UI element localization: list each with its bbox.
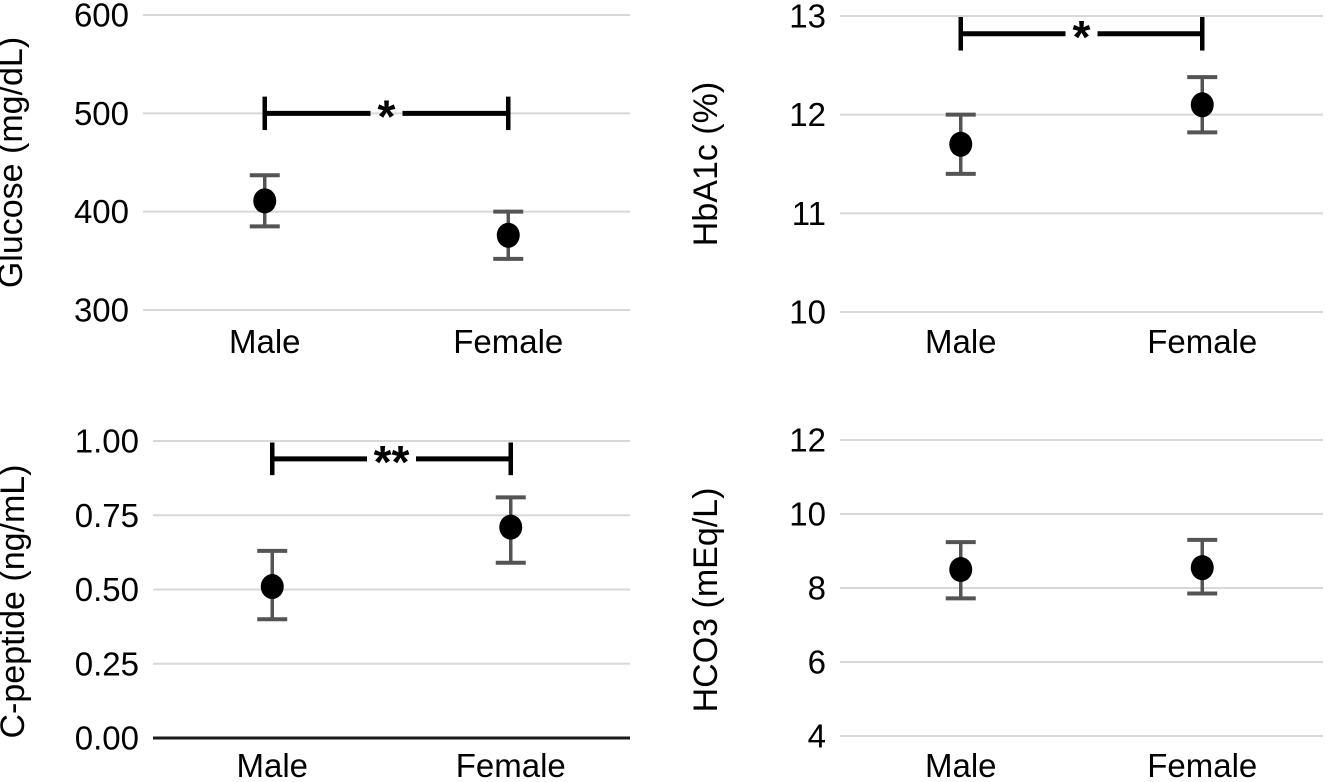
data-point bbox=[1190, 92, 1214, 118]
y-tick-label: 8 bbox=[808, 570, 826, 607]
y-axis-label: C-peptide (ng/mL) bbox=[0, 464, 32, 738]
data-point bbox=[253, 188, 277, 214]
panel-c-peptide: 0.00 0.25 0.50 0.75 1.00 C-peptide (ng/mL) Mal… bbox=[0, 423, 630, 782]
y-tick-label: 6 bbox=[808, 644, 826, 681]
data-point bbox=[260, 574, 284, 600]
y-tick-label: 4 bbox=[808, 718, 826, 755]
significance-asterisk: * bbox=[1073, 11, 1091, 63]
x-category-label: Male bbox=[925, 747, 997, 782]
y-tick-label: 0.50 bbox=[75, 571, 139, 608]
y-tick-label: 10 bbox=[789, 294, 826, 331]
y-axis-label: HCO3 (mEq/L) bbox=[687, 488, 725, 713]
y-axis-label: Glucose (mg/dL) bbox=[0, 37, 30, 288]
x-category-label: Female bbox=[1147, 323, 1257, 360]
y-tick-label: 500 bbox=[74, 95, 129, 132]
data-point bbox=[1190, 555, 1214, 581]
data-point bbox=[499, 514, 523, 540]
y-axis-label: HbA1c (%) bbox=[687, 82, 725, 246]
panel-hco3: 4 6 8 10 12 HCO3 (mEq/L) Male Female bbox=[687, 422, 1323, 782]
y-tick-label: 13 bbox=[789, 0, 826, 35]
y-tick-label: 1.00 bbox=[75, 423, 139, 460]
y-tick-label: 10 bbox=[789, 496, 826, 533]
y-tick-label: 0.00 bbox=[75, 720, 139, 757]
y-tick-label: 12 bbox=[789, 96, 826, 133]
y-tick-label: 400 bbox=[74, 193, 129, 230]
x-category-label: Male bbox=[229, 323, 301, 360]
x-category-label: Female bbox=[1147, 747, 1257, 782]
data-point bbox=[949, 557, 973, 582]
panel-glucose: 300 400 500 600 Glucose (mg/dL) Male Female * bbox=[0, 0, 630, 360]
data-point bbox=[496, 222, 520, 248]
y-tick-label: 12 bbox=[789, 422, 826, 459]
significance-asterisk: ** bbox=[374, 436, 410, 488]
data-point bbox=[949, 131, 973, 157]
x-category-label: Female bbox=[453, 323, 563, 360]
y-tick-label: 300 bbox=[74, 292, 129, 329]
x-category-label: Male bbox=[236, 747, 308, 782]
y-tick-label: 0.75 bbox=[75, 497, 139, 534]
significance-asterisk: * bbox=[378, 90, 396, 142]
y-tick-label: 600 bbox=[74, 0, 129, 34]
y-tick-label: 0.25 bbox=[75, 645, 139, 682]
y-tick-label: 11 bbox=[792, 195, 826, 232]
x-category-label: Male bbox=[925, 323, 997, 360]
x-category-label: Female bbox=[456, 747, 566, 782]
panel-hba1c: 10 11 12 13 HbA1c (%) Male Female * bbox=[687, 0, 1323, 360]
